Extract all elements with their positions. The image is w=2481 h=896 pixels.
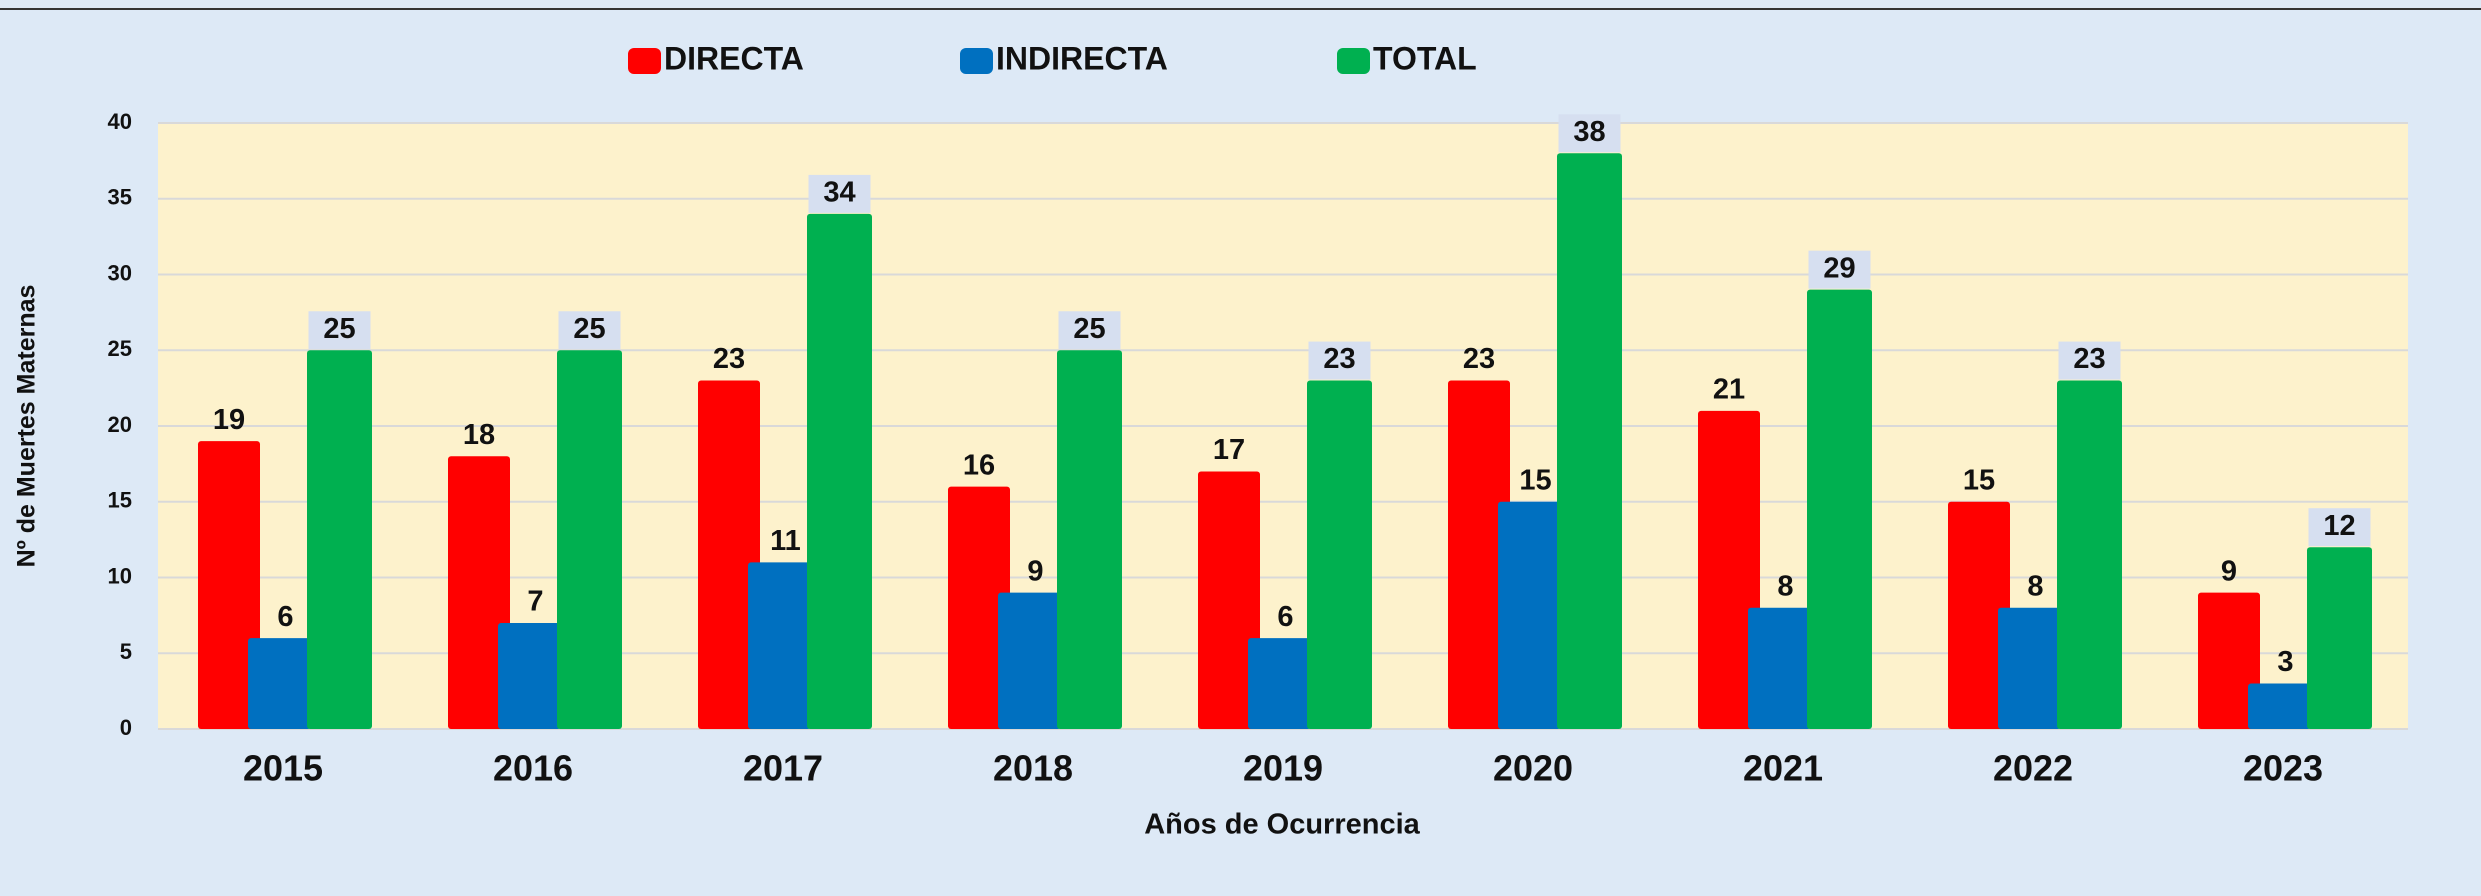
bar <box>1948 501 2010 729</box>
x-tick-label: 2021 <box>1743 748 1823 789</box>
bar <box>2307 547 2372 729</box>
bar <box>1498 501 1561 729</box>
x-tick-label: 2020 <box>1493 748 1573 789</box>
value-label: 6 <box>1277 601 1293 633</box>
value-label: 34 <box>823 177 855 209</box>
value-label: 18 <box>463 419 495 451</box>
value-label: 23 <box>1323 343 1355 375</box>
value-label: 6 <box>277 601 293 633</box>
value-label: 23 <box>1463 343 1495 375</box>
bar <box>248 638 311 729</box>
bar <box>307 350 372 729</box>
bar <box>807 213 872 729</box>
value-label-box <box>308 311 371 350</box>
y-tick-label: 40 <box>108 109 132 134</box>
value-label-box <box>1308 341 1371 380</box>
bar <box>1198 471 1260 729</box>
legend-label: TOTAL <box>1373 40 1477 76</box>
bar <box>1807 289 1872 729</box>
legend-label: DIRECTA <box>664 40 804 76</box>
value-label: 19 <box>213 404 245 436</box>
bar <box>1248 638 1311 729</box>
y-tick-label: 0 <box>120 715 132 740</box>
value-label: 9 <box>2221 555 2237 587</box>
x-tick-label: 2015 <box>243 748 323 789</box>
bar <box>2248 683 2311 729</box>
bar <box>698 380 760 729</box>
y-tick-label: 35 <box>108 185 132 210</box>
x-tick-label: 2022 <box>1993 748 2073 789</box>
y-tick-label: 10 <box>108 563 132 588</box>
bar <box>1448 380 1510 729</box>
x-tick-label: 2017 <box>743 748 823 789</box>
value-label: 11 <box>770 525 801 557</box>
bar <box>998 592 1061 729</box>
x-axis-title: Años de Ocurrencia <box>1144 809 1420 841</box>
bar <box>1698 410 1760 729</box>
value-label-box <box>1058 311 1121 350</box>
bar <box>1307 380 1372 729</box>
y-tick-label: 5 <box>120 639 132 664</box>
legend-swatch <box>960 48 993 74</box>
value-label: 12 <box>2323 510 2355 542</box>
value-label: 38 <box>1573 116 1605 148</box>
x-tick-label: 2019 <box>1243 748 1323 789</box>
value-label-box <box>558 311 621 350</box>
y-tick-label: 30 <box>108 260 132 285</box>
value-label: 25 <box>323 313 355 345</box>
x-tick-label: 2016 <box>493 748 573 789</box>
bar <box>448 456 510 729</box>
y-tick-label: 15 <box>108 488 132 513</box>
value-label: 9 <box>1027 555 1043 587</box>
value-label: 25 <box>1073 313 1105 345</box>
y-axis-title: Nº de Muertes Maternas <box>13 285 41 568</box>
bar <box>1557 153 1622 730</box>
x-tick-label: 2018 <box>993 748 1073 789</box>
bar <box>2057 380 2122 729</box>
value-label: 16 <box>963 449 995 481</box>
y-tick-label: 25 <box>108 336 132 361</box>
x-tick-label: 2023 <box>2243 748 2323 789</box>
legend-swatch <box>1337 48 1370 74</box>
bar <box>1998 607 2061 729</box>
value-label: 7 <box>527 586 543 618</box>
value-label-box <box>808 174 871 213</box>
value-label: 3 <box>2277 646 2293 678</box>
bar <box>948 486 1010 729</box>
bar <box>1748 607 1811 729</box>
bar <box>748 562 811 729</box>
value-label: 21 <box>1713 374 1745 406</box>
value-label: 15 <box>1519 464 1551 496</box>
legend-label: INDIRECTA <box>996 40 1168 76</box>
bar <box>498 622 561 729</box>
value-label-box <box>2058 341 2121 380</box>
value-label: 8 <box>2027 570 2043 602</box>
value-label: 17 <box>1213 434 1245 466</box>
value-label-box <box>2308 508 2371 547</box>
value-label: 15 <box>1963 464 1995 496</box>
value-label: 23 <box>2073 343 2105 375</box>
value-label: 23 <box>713 343 745 375</box>
bar <box>2198 592 2260 729</box>
value-label: 29 <box>1823 252 1855 284</box>
legend-swatch <box>628 48 661 74</box>
bar <box>557 350 622 729</box>
y-tick-label: 20 <box>108 412 132 437</box>
value-label: 8 <box>1777 570 1793 602</box>
value-label-box <box>1558 114 1621 153</box>
bar <box>1057 350 1122 729</box>
bar <box>198 441 260 729</box>
value-label: 25 <box>573 313 605 345</box>
value-label-box <box>1808 250 1871 289</box>
